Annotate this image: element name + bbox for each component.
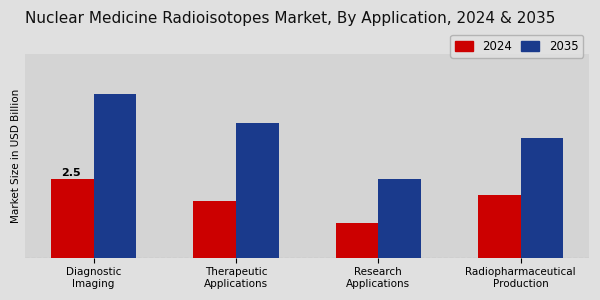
Bar bbox=[94, 94, 136, 258]
Text: Nuclear Medicine Radioisotopes Market, By Application, 2024 & 2035: Nuclear Medicine Radioisotopes Market, B… bbox=[25, 11, 556, 26]
Bar bbox=[478, 195, 521, 258]
Bar bbox=[51, 179, 94, 258]
Legend: 2024, 2035: 2024, 2035 bbox=[450, 35, 583, 58]
Bar bbox=[378, 179, 421, 258]
Y-axis label: Market Size in USD Billion: Market Size in USD Billion bbox=[11, 88, 21, 223]
Bar bbox=[193, 201, 236, 258]
Text: 2.5: 2.5 bbox=[61, 168, 80, 178]
Bar bbox=[335, 223, 378, 258]
Bar bbox=[521, 138, 563, 258]
Bar bbox=[236, 123, 278, 258]
